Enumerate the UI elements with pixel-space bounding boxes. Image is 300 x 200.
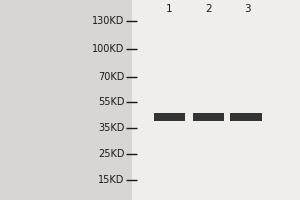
Text: 70KD: 70KD — [98, 72, 124, 82]
Bar — [154, 113, 185, 121]
Text: 3: 3 — [244, 4, 251, 14]
Bar — [132, 0, 300, 200]
Bar — [230, 113, 262, 121]
Text: 55KD: 55KD — [98, 97, 124, 107]
Text: 100KD: 100KD — [92, 44, 124, 54]
Text: 35KD: 35KD — [98, 123, 124, 133]
Text: 1: 1 — [166, 4, 173, 14]
Text: 130KD: 130KD — [92, 16, 124, 26]
Text: 15KD: 15KD — [98, 175, 124, 185]
Text: 2: 2 — [205, 4, 212, 14]
Bar — [193, 113, 224, 121]
Text: 25KD: 25KD — [98, 149, 124, 159]
